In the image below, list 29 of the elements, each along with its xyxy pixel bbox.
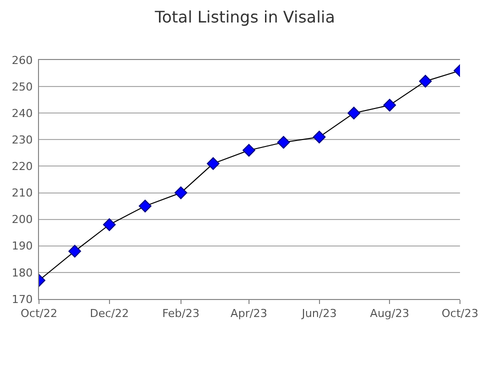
y-tick-label: 170 xyxy=(12,292,33,306)
point xyxy=(383,98,396,112)
point xyxy=(348,106,360,120)
point xyxy=(242,144,256,157)
x-tick-label: Aug/23 xyxy=(370,307,410,320)
point xyxy=(206,157,220,170)
point xyxy=(419,74,432,88)
x-tick-label: Feb/23 xyxy=(162,307,200,320)
y-tick-label: 250 xyxy=(12,80,33,94)
point xyxy=(138,200,152,212)
x-tick-label: Oct/23 xyxy=(442,307,478,320)
point xyxy=(68,244,82,258)
x-tick-label: Oct/22 xyxy=(20,307,58,320)
y-tick-label: 230 xyxy=(12,134,33,147)
point xyxy=(103,218,116,231)
x-tick-label: Apr/23 xyxy=(230,307,268,320)
point xyxy=(312,130,326,144)
x-tick-label: Jun/23 xyxy=(300,307,337,320)
chart-title: Total Listings in Visalia xyxy=(154,8,336,27)
point xyxy=(277,136,290,149)
y-tick-label: 260 xyxy=(12,54,33,67)
y-tick-label: 240 xyxy=(12,106,33,120)
y-tick-label: 210 xyxy=(12,186,33,200)
y-tick-label: 190 xyxy=(12,240,33,253)
x-tick-label: Dec/22 xyxy=(90,307,129,320)
y-tick-label: 200 xyxy=(12,213,33,226)
y-tick-label: 180 xyxy=(12,266,33,280)
point xyxy=(174,186,188,200)
y-tick-label: 220 xyxy=(12,160,33,174)
